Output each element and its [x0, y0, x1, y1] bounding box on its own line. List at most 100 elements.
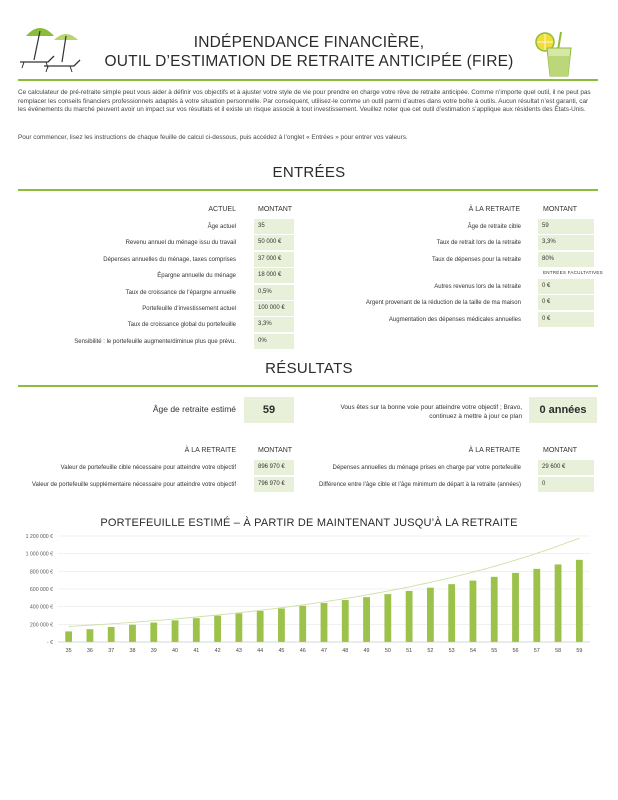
status-message-line-1: Vous êtes sur la bonne voie pour atteind…: [340, 404, 522, 411]
input-value[interactable]: 0,5%: [254, 284, 294, 300]
y-tick-label: 800 000 €: [30, 569, 53, 575]
y-tick-label: 1 000 000 €: [26, 552, 54, 558]
entrees-section-title: ENTRÉES: [272, 164, 346, 181]
status-message-line-2: continuez à mettre à jour ce plan: [429, 413, 522, 420]
row-label: Taux de dépenses pour la retraite: [431, 256, 521, 263]
row-label: Âge de retraite cible: [467, 224, 521, 230]
resultats-right-header-label: À LA RETRAITE: [468, 447, 520, 454]
title-line-1: INDÉPENDANCE FINANCIÈRE,: [193, 34, 425, 51]
input-value[interactable]: 0: [538, 477, 594, 492]
retirement-age-label: Âge de retraite estimé: [152, 404, 236, 414]
bar: [256, 610, 264, 642]
bar: [86, 629, 94, 642]
row-label: Argent provenant de la réduction de la t…: [365, 300, 521, 307]
bar: [129, 624, 136, 642]
row-label: Âge actuel: [207, 224, 236, 230]
bar: [320, 602, 328, 642]
bar: [448, 584, 456, 642]
resultats-left-header-value: MONTANT: [258, 447, 293, 454]
x-tick-label: 40: [172, 648, 178, 654]
input-value[interactable]: 80%: [538, 251, 594, 267]
bar: [107, 626, 115, 642]
bar: [171, 620, 179, 642]
bar: [278, 608, 285, 642]
bar: [192, 618, 200, 642]
x-tick-label: 59: [576, 648, 582, 654]
x-tick-label: 52: [427, 648, 433, 654]
x-tick-label: 46: [300, 648, 306, 654]
entrees-left-header-value: MONTANT: [258, 206, 293, 213]
row-label: Différence entre l’âge cible et l’âge mi…: [319, 482, 521, 488]
status-message: Vous êtes sur la bonne voie pour atteind…: [300, 403, 522, 421]
row-label: Taux de retrait lors de la retraite: [436, 240, 521, 247]
years-difference-value[interactable]: 0 années: [529, 397, 597, 423]
y-tick-label: 200 000 €: [30, 622, 53, 628]
row-label: Portefeuille d’investissement actuel: [142, 306, 236, 312]
intro-text: Ce calculateur de pré-retraite simple pe…: [18, 89, 591, 114]
input-value[interactable]: 18 000 €: [254, 268, 294, 284]
row-label: Taux de croissance global du portefeuill…: [127, 322, 236, 329]
x-tick-label: 39: [151, 648, 157, 654]
x-tick-label: 42: [215, 648, 221, 654]
input-value[interactable]: 0 €: [538, 311, 594, 327]
trendline: [68, 537, 580, 627]
input-value[interactable]: 59: [538, 219, 594, 234]
input-value[interactable]: 0 €: [538, 279, 594, 294]
x-tick-label: 56: [513, 648, 519, 654]
bar: [299, 605, 307, 642]
bar: [341, 600, 349, 642]
beach-umbrella-icon: [20, 28, 81, 72]
header-divider: [18, 79, 598, 81]
bar: [405, 590, 413, 642]
input-value[interactable]: 37 000 €: [254, 251, 294, 267]
x-tick-label: 54: [470, 648, 476, 654]
entrees-right-header-value: MONTANT: [543, 206, 578, 213]
x-tick-label: 45: [278, 648, 284, 654]
row-label: Augmentation des dépenses médicales annu…: [388, 316, 521, 323]
input-value[interactable]: 3,3%: [254, 317, 294, 333]
retirement-age-value[interactable]: 59: [244, 397, 294, 423]
x-tick-label: 55: [491, 648, 497, 654]
row-label: Revenu annuel du ménage issu du travail: [125, 240, 236, 247]
x-tick-label: 44: [257, 648, 263, 654]
x-tick-label: 47: [321, 648, 327, 654]
row-label: Sensibilité : le portefeuille augmente/d…: [74, 338, 236, 345]
x-tick-label: 48: [342, 648, 348, 654]
input-value[interactable]: 100 000 €: [254, 301, 294, 316]
y-tick-label: 1 200 000 €: [26, 534, 54, 540]
bar: [554, 564, 562, 642]
row-label: Dépenses annuelles du ménage prises en c…: [332, 465, 521, 471]
bar: [575, 559, 583, 642]
row-label: Dépenses annuelles du ménage, taxes comp…: [103, 256, 236, 263]
y-tick-label: - €: [47, 640, 53, 646]
row-label: Valeur de portefeuille supplémentaire né…: [31, 482, 236, 488]
bar: [533, 568, 541, 642]
y-tick-label: 400 000 €: [30, 605, 53, 611]
page-header: INDÉPENDANCE FINANCIÈRE, OUTIL D’ESTIMAT…: [0, 0, 618, 82]
input-value[interactable]: 29 600 €: [538, 460, 594, 475]
row-label: Autres revenus lors de la retraite: [434, 284, 521, 290]
input-value[interactable]: 0 €: [538, 295, 594, 311]
x-tick-label: 41: [193, 648, 199, 654]
bar: [65, 631, 73, 642]
x-tick-label: 38: [129, 648, 135, 654]
x-tick-label: 49: [364, 648, 370, 654]
x-tick-label: 51: [406, 648, 412, 654]
input-value[interactable]: 3,3%: [538, 235, 594, 251]
title-line-2: OUTIL D’ESTIMATION DE RETRAITE ANTICIPÉE…: [104, 53, 514, 70]
input-value[interactable]: 35: [254, 219, 294, 234]
input-value[interactable]: 0%: [254, 333, 294, 349]
bar: [235, 613, 243, 642]
input-value[interactable]: 50 000 €: [254, 235, 294, 251]
x-tick-label: 53: [449, 648, 455, 654]
portfolio-bar-chart: - € 200 000 € 400 000 € 600 000 € 800 000 € 1…: [26, 534, 590, 654]
input-value[interactable]: 796 970 €: [254, 477, 294, 492]
x-tick-label: 43: [236, 648, 242, 654]
x-tick-label: 37: [108, 648, 114, 654]
row-label: Épargne annuelle du ménage: [157, 273, 236, 280]
bar: [384, 594, 392, 642]
entrees-divider: [18, 189, 598, 191]
resultats-section-title: RÉSULTATS: [265, 360, 353, 377]
bar: [469, 580, 477, 642]
input-value[interactable]: 896 970 €: [254, 460, 294, 475]
